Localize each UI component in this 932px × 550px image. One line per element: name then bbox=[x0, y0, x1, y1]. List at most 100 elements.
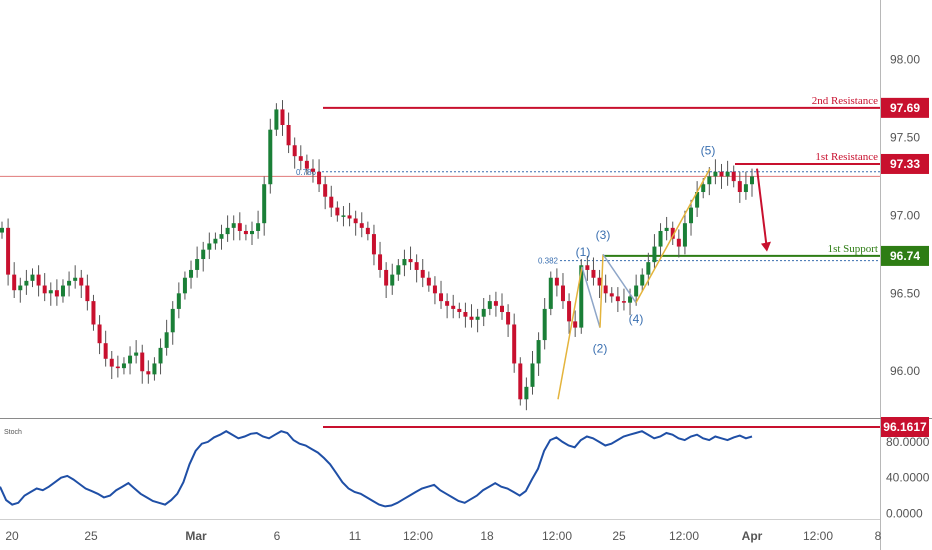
candle-body bbox=[512, 324, 517, 364]
candle-body bbox=[292, 145, 297, 157]
candle-body bbox=[97, 324, 102, 344]
elliott-wave-overlay: (1) (2) (3) (4) (5) bbox=[557, 144, 716, 400]
candle-body bbox=[42, 285, 47, 294]
candle bbox=[140, 344, 145, 384]
stoch-tick-label: 80.0000 bbox=[886, 435, 930, 449]
candle-body bbox=[676, 238, 681, 247]
candle-body bbox=[30, 274, 35, 281]
candle bbox=[182, 271, 187, 300]
time-tick-label: 12:00 bbox=[542, 529, 572, 543]
candle bbox=[262, 176, 267, 236]
candle-body bbox=[152, 363, 157, 375]
candle-body bbox=[158, 347, 163, 364]
candle bbox=[713, 159, 718, 185]
stoch-tick-label: 40.0000 bbox=[886, 471, 930, 485]
candle-body bbox=[256, 223, 261, 231]
candle bbox=[237, 212, 242, 241]
candle-body bbox=[536, 340, 541, 364]
candle-body bbox=[347, 215, 352, 219]
candle bbox=[170, 301, 175, 345]
candle-body bbox=[530, 363, 535, 387]
candle-body bbox=[164, 332, 169, 348]
candle-body bbox=[304, 160, 309, 169]
wave-segment bbox=[599, 254, 604, 328]
candle-body bbox=[396, 265, 401, 275]
time-axis: 20 25 Mar 6 11 12:00 18 12:00 25 12:00 Apr 12:00 8 bbox=[5, 529, 881, 543]
candle-body bbox=[445, 301, 450, 306]
candle-body bbox=[670, 227, 675, 239]
candle-body bbox=[207, 243, 212, 250]
candle bbox=[195, 246, 200, 278]
candle bbox=[414, 254, 419, 283]
candle-body bbox=[85, 285, 90, 302]
candle-body bbox=[237, 223, 242, 231]
candle bbox=[750, 168, 754, 197]
candle-body bbox=[0, 227, 4, 233]
candle bbox=[530, 350, 535, 395]
candle-body bbox=[18, 285, 23, 291]
candle bbox=[103, 330, 108, 367]
support-resistance-levels: 2nd Resistance 1st Resistance 1st Support bbox=[323, 95, 880, 257]
candle-body bbox=[737, 181, 742, 193]
level-price-badge-text: 97.33 bbox=[890, 157, 920, 171]
candle bbox=[432, 276, 437, 305]
candle bbox=[115, 355, 120, 378]
candle-body bbox=[420, 269, 425, 278]
price-axis: 98.00 97.50 97.00 96.50 96.00 80.0000 40.0000 0… bbox=[886, 53, 930, 521]
candle-body bbox=[554, 277, 559, 286]
candle-body bbox=[390, 274, 395, 286]
candle bbox=[213, 232, 218, 250]
candle bbox=[18, 277, 23, 303]
candle-body bbox=[500, 305, 504, 313]
candle-body bbox=[146, 371, 151, 375]
candle-body bbox=[457, 308, 462, 313]
candle bbox=[487, 294, 492, 316]
candle bbox=[573, 310, 578, 337]
candle bbox=[219, 224, 224, 250]
candle bbox=[335, 201, 340, 222]
candle-body bbox=[634, 285, 639, 297]
candle bbox=[231, 215, 236, 241]
candle bbox=[152, 357, 157, 381]
candle bbox=[554, 268, 559, 297]
candle bbox=[207, 232, 212, 260]
candle bbox=[445, 293, 450, 319]
wave-segment bbox=[581, 266, 601, 328]
candle bbox=[634, 274, 639, 306]
candle bbox=[457, 302, 462, 319]
candle-body bbox=[432, 285, 437, 294]
stoch-line bbox=[0, 430, 753, 508]
candle bbox=[243, 224, 248, 241]
candle bbox=[408, 246, 413, 270]
candle bbox=[481, 297, 486, 327]
candle-body bbox=[518, 363, 523, 400]
candle-body bbox=[73, 277, 78, 281]
candle-body bbox=[682, 223, 687, 247]
down-arrow-head bbox=[761, 241, 771, 252]
candle-body bbox=[548, 277, 553, 309]
candle bbox=[707, 167, 712, 196]
candle bbox=[500, 293, 504, 320]
candle-body bbox=[506, 312, 511, 325]
candle bbox=[353, 210, 358, 236]
candle-body bbox=[353, 218, 358, 224]
wave-label: (5) bbox=[701, 144, 716, 158]
candle-body bbox=[689, 207, 694, 224]
candle bbox=[560, 273, 565, 309]
candle-body bbox=[91, 301, 96, 325]
candle bbox=[73, 265, 78, 289]
candle-body bbox=[134, 352, 139, 356]
candle bbox=[189, 260, 194, 289]
candle bbox=[384, 262, 389, 298]
candle bbox=[689, 199, 694, 236]
level-price-badge bbox=[881, 97, 929, 118]
time-tick-label: Mar bbox=[185, 529, 207, 543]
candle-body bbox=[579, 265, 584, 328]
candle bbox=[664, 216, 669, 241]
candle bbox=[426, 271, 431, 292]
candle-body bbox=[67, 280, 72, 286]
candle bbox=[91, 294, 96, 331]
candle-body bbox=[213, 238, 218, 244]
